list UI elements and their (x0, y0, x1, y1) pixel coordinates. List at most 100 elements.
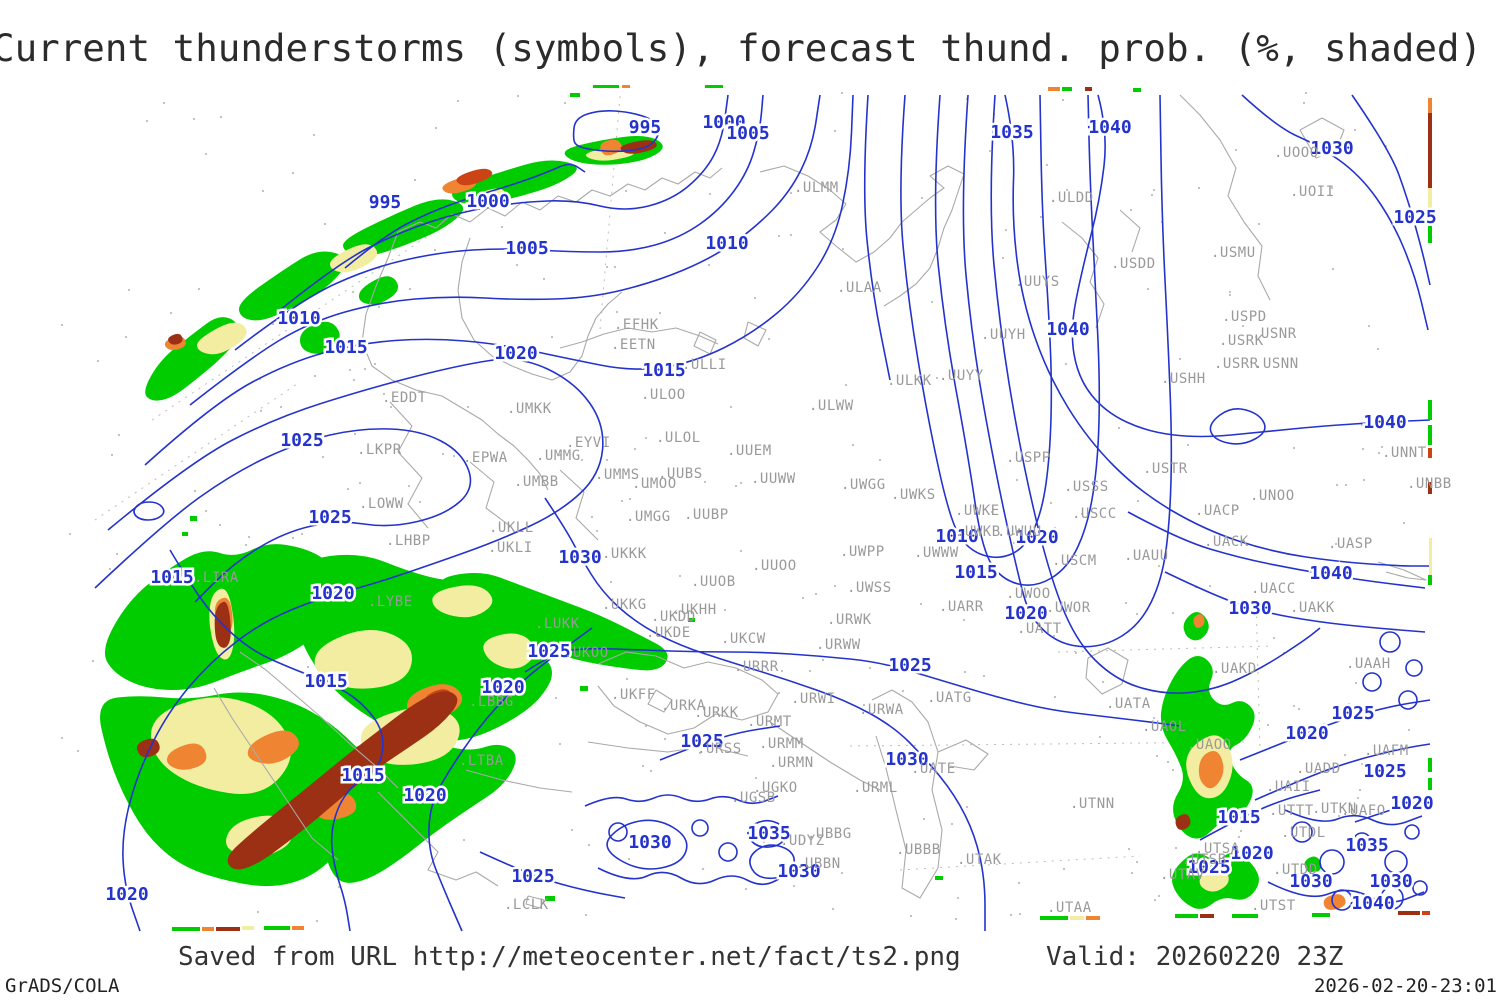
tick-dot (923, 818, 925, 820)
tick-dot (577, 559, 579, 561)
station-label-UGSB: .UGSB (731, 790, 776, 806)
tick-dot (1081, 513, 1083, 515)
prob-shade-green (342, 199, 464, 256)
isobar-label: 1015 (304, 671, 347, 692)
tick-dot (1395, 888, 1397, 890)
isobar-contour (1284, 809, 1423, 826)
station-label-URMM: .URMM (759, 736, 804, 752)
station-label-LTBA: .LTBA (459, 753, 504, 769)
isobar-label: 1025 (280, 430, 323, 451)
tick-dot (629, 498, 631, 500)
tick-dot (543, 278, 545, 280)
edge-shade-mark (1048, 87, 1060, 91)
tick-dot (692, 738, 694, 740)
tick-dot (1099, 736, 1101, 738)
isobar-label: 1015 (341, 765, 384, 786)
tick-dot (194, 490, 196, 492)
edge-shade-mark (1040, 916, 1068, 920)
isobar-layer (94, 94, 1431, 932)
edge-shade-mark (1428, 188, 1432, 226)
coastline (871, 689, 943, 899)
isobar-label: 1020 (481, 677, 524, 698)
station-label-layer: .ULMM .ULDD .ULAA .UUYS .UUYH .ULKK .UUYY .UOOO… (194, 145, 1451, 916)
tick-dot (280, 406, 282, 408)
coastline (1377, 561, 1427, 581)
tick-dot (125, 336, 127, 338)
tick-dot (383, 393, 385, 395)
tick-dot (559, 454, 561, 456)
station-label-UACK: .UACK (1204, 534, 1249, 550)
coastline (743, 321, 767, 347)
station-label-USSS: .USSS (1064, 479, 1109, 495)
tick-dot (1359, 789, 1361, 791)
isobar-contour-1025 (524, 647, 1181, 727)
isobar-contour-1040 (1071, 94, 1431, 438)
station-label-UKLL: .UKLL (489, 520, 534, 536)
prob-shade-orange (1323, 894, 1346, 910)
tick-dot (408, 485, 410, 487)
tick-dot (262, 190, 264, 192)
tick-dot (1229, 294, 1231, 296)
isobar-label: 1030 (628, 832, 671, 853)
coastline (239, 651, 399, 789)
prob-shade-green (358, 276, 398, 305)
tick-dot (564, 102, 566, 104)
coastline (937, 739, 989, 771)
tick-dot (815, 593, 817, 595)
station-label-UWKS: .UWKS (891, 487, 936, 503)
tick-dot (1331, 187, 1333, 189)
tick-dot (679, 371, 681, 373)
tick-dot (1125, 602, 1127, 604)
tick-dot (414, 179, 416, 181)
edge-shade-mark (593, 85, 619, 88)
station-label-UWKE: .UWKE (955, 503, 1000, 519)
tick-dot (353, 379, 355, 381)
tick-dot (1425, 217, 1427, 219)
edge-shade-mark (622, 85, 630, 88)
tick-dot (977, 532, 979, 534)
station-label-UBBB: .UBBB (896, 842, 941, 858)
tick-dot (1019, 913, 1021, 915)
tick-dot (1345, 484, 1347, 486)
prob-shade-darkred (227, 691, 458, 870)
edge-shade-mark (1398, 911, 1420, 915)
tick-dot (1137, 500, 1139, 502)
isobar-label: 1035 (747, 823, 790, 844)
tick-dot (679, 575, 681, 577)
edge-shade-mark (172, 927, 200, 931)
graticule-line (899, 855, 1141, 871)
station-label-URKA: .URKA (661, 698, 706, 714)
edge-shade-mark (202, 927, 214, 931)
isobar-label: 1000 (466, 191, 509, 212)
edge-shade-mark (580, 686, 588, 691)
isobar-label: 1015 (150, 567, 193, 588)
tick-dot (193, 118, 195, 120)
tick-dot (1179, 358, 1181, 360)
isobar-loop (1405, 659, 1423, 677)
prob-shade-orange (247, 730, 299, 764)
tick-dot (1240, 830, 1242, 832)
station-label-USMU: .USMU (1211, 245, 1256, 261)
prob-shade-yellow (432, 585, 493, 618)
isobar-contour-1015 (144, 94, 854, 466)
station-label-ULOO: .ULOO (641, 387, 686, 403)
isobar-loop (1362, 672, 1382, 692)
tick-dot (1250, 361, 1252, 363)
isobar-label: 1025 (1363, 761, 1406, 782)
tick-dot (966, 806, 968, 808)
isobar-label: 1000 (702, 112, 745, 133)
tick-dot (272, 323, 274, 325)
edge-shade-mark (182, 532, 188, 536)
station-label-UATA: .UATA (1106, 696, 1151, 712)
isobar-contour-995 (344, 163, 586, 269)
tick-dot (702, 868, 704, 870)
tick-dot (301, 533, 303, 535)
station-label-UNOO: .UNOO (1250, 488, 1295, 504)
edge-shade-mark (1085, 87, 1092, 91)
tick-dot (516, 264, 518, 266)
tick-dot (1209, 585, 1211, 587)
tick-dot (1300, 738, 1302, 740)
edge-shade-mark (1086, 916, 1100, 920)
prob-shade-orange (1198, 751, 1224, 789)
isobar-label: 1030 (1289, 871, 1332, 892)
